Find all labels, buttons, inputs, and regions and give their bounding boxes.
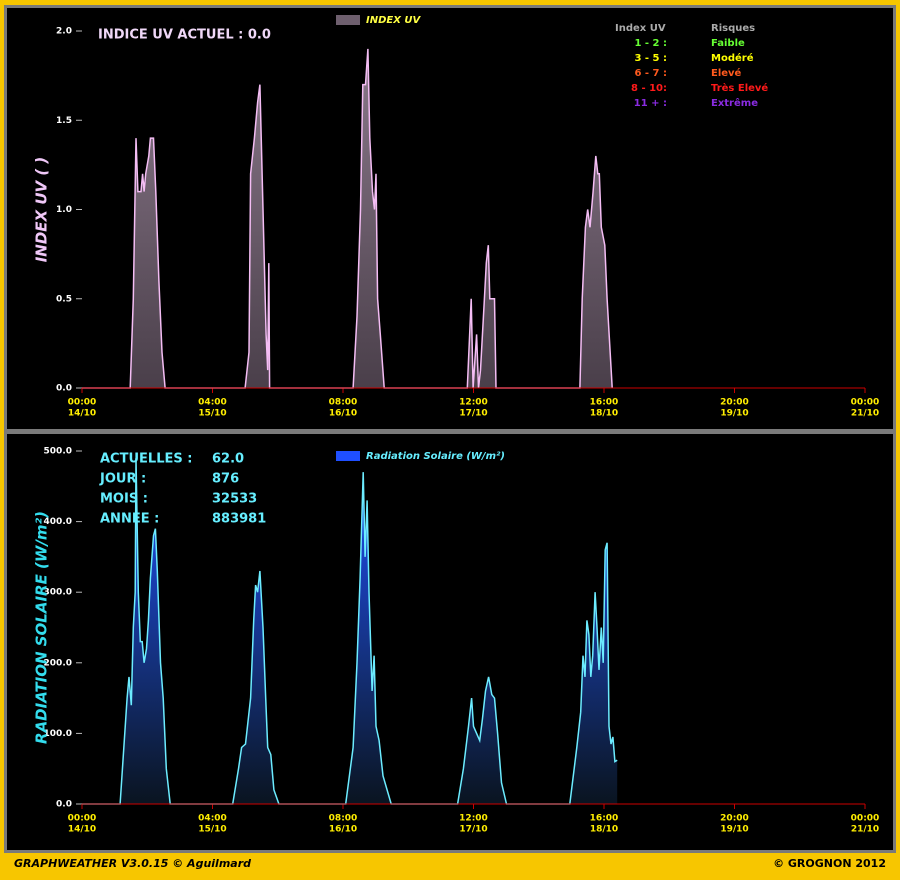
stat-value: 883981 [212, 512, 266, 527]
y-tick-label: 0.5 [56, 294, 72, 304]
x-tick-label: 00:00 [68, 398, 97, 408]
x-tick-label: 12:00 [459, 814, 488, 824]
x-tick-label: 19/10 [720, 825, 748, 835]
x-tick-label: 16/10 [329, 825, 357, 835]
stat-label: MOIS : [100, 492, 148, 507]
series-line [82, 48, 613, 389]
x-tick-label: 12:00 [459, 398, 488, 408]
x-tick-label: 17/10 [459, 409, 487, 419]
stat-value: 32533 [212, 492, 257, 507]
legend-label: Radiation Solaire (W/m²) [366, 451, 505, 462]
y-tick-label: 300.0 [44, 588, 72, 598]
risk-level: Extrême [711, 97, 758, 109]
series-line [82, 458, 618, 805]
y-tick-label: 1.5 [56, 116, 72, 126]
x-tick-label: 21/10 [851, 409, 879, 419]
x-tick-label: 15/10 [198, 825, 226, 835]
y-axis-label: RADIATION SOLAIRE (W/m²) [33, 511, 51, 744]
x-tick-label: 16:00 [590, 398, 619, 408]
x-tick-label: 08:00 [329, 814, 358, 824]
footer-right: © GROGNON 2012 [773, 857, 886, 870]
y-tick-label: 0.0 [56, 800, 72, 810]
legend-swatch [336, 451, 360, 461]
footer-left: GRAPHWEATHER V3.0.15 © Aguilmard [14, 857, 251, 870]
risk-header: Risques [711, 23, 755, 34]
risk-level: Elevé [711, 67, 742, 79]
area-fill [82, 458, 618, 804]
x-tick-label: 14/10 [68, 825, 96, 835]
x-tick-label: 19/10 [720, 409, 748, 419]
x-tick-label: 18/10 [590, 825, 618, 835]
risk-header: Index UV [615, 23, 666, 34]
x-tick-label: 00:00 [851, 814, 880, 824]
risk-level: Modéré [711, 52, 754, 64]
risk-range: 6 - 7 : [634, 68, 667, 79]
x-tick-label: 00:00 [68, 814, 97, 824]
x-tick-label: 21/10 [851, 825, 879, 835]
y-tick-label: 1.0 [56, 205, 72, 215]
y-tick-label: 2.0 [56, 27, 72, 37]
stat-label: ANNEE : [100, 512, 159, 527]
x-tick-label: 17/10 [459, 825, 487, 835]
risk-range: 8 - 10: [631, 83, 667, 94]
stat-label: ACTUELLES : [100, 452, 192, 467]
x-tick-label: 08:00 [329, 398, 358, 408]
x-tick-label: 20:00 [720, 814, 749, 824]
legend-label: INDEX UV [366, 15, 422, 26]
y-tick-label: 500.0 [44, 447, 72, 457]
risk-level: Très Elevé [711, 82, 768, 94]
risk-range: 11 + : [634, 98, 667, 109]
x-tick-label: 20:00 [720, 398, 749, 408]
x-tick-label: 04:00 [198, 398, 227, 408]
y-tick-label: 100.0 [44, 729, 72, 739]
x-tick-label: 04:00 [198, 814, 227, 824]
x-tick-label: 15/10 [198, 409, 226, 419]
x-tick-label: 18/10 [590, 409, 618, 419]
stat-value: 62.0 [212, 452, 244, 467]
stat-label: JOUR : [99, 472, 146, 487]
risk-range: 3 - 5 : [634, 53, 667, 64]
area-fill [82, 48, 613, 389]
x-tick-label: 16/10 [329, 409, 357, 419]
stat-value: 876 [212, 472, 239, 487]
current-uv: INDICE UV ACTUEL : 0.0 [98, 28, 271, 43]
risk-level: Faible [711, 38, 745, 49]
y-tick-label: 200.0 [44, 658, 72, 668]
y-axis-label: INDEX UV ( ) [33, 157, 51, 263]
risk-range: 1 - 2 : [634, 38, 667, 49]
x-tick-label: 00:00 [851, 398, 880, 408]
y-tick-label: 0.0 [56, 384, 72, 394]
x-tick-label: 16:00 [590, 814, 619, 824]
x-tick-label: 14/10 [68, 409, 96, 419]
y-tick-label: 400.0 [44, 517, 72, 527]
legend-swatch [336, 15, 360, 25]
